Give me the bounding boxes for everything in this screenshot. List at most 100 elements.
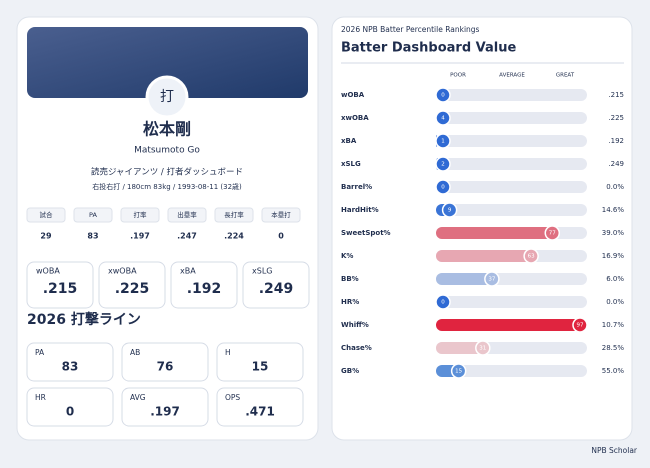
percentile-text: 1 xyxy=(441,139,445,145)
percentile-text: 9 xyxy=(448,208,452,214)
metric-label: Barrel% xyxy=(341,183,372,191)
percentile-text: 0 xyxy=(441,185,445,191)
metric-value: 55.0% xyxy=(602,367,625,375)
summary-value: .197 xyxy=(130,232,150,241)
track xyxy=(436,204,587,216)
percentile-text: 63 xyxy=(528,254,535,260)
track xyxy=(436,181,587,193)
stat-value: .225 xyxy=(115,281,150,297)
summary-value: .224 xyxy=(224,232,244,241)
percentile-dot xyxy=(435,87,451,103)
line-value: 15 xyxy=(252,360,269,374)
summary-header: 長打率 xyxy=(224,210,244,219)
metric-label: K% xyxy=(341,252,353,260)
percentile-dot xyxy=(475,340,491,356)
percentile-dot xyxy=(435,156,451,172)
line-label: OPS xyxy=(225,393,240,402)
percentile-text: 37 xyxy=(488,277,495,283)
summary-header-box xyxy=(167,207,207,223)
section-title: 2026 打撃ライン xyxy=(27,311,141,328)
line-box xyxy=(121,342,209,382)
stat-box xyxy=(98,261,166,309)
percentile-text: 97 xyxy=(577,323,584,329)
stat-value: .192 xyxy=(187,281,222,297)
line-label: PA xyxy=(35,348,45,357)
percentile-dot xyxy=(441,202,458,218)
percentile-dot xyxy=(450,363,467,379)
percentile-dot xyxy=(523,248,539,264)
stat-box xyxy=(26,261,94,309)
percentile-bar xyxy=(436,319,583,331)
line-label: AB xyxy=(130,348,140,357)
scale-label: AVERAGE xyxy=(499,73,525,79)
percentile-text: 77 xyxy=(549,231,556,237)
metric-value: 28.5% xyxy=(602,344,625,352)
line-value: .471 xyxy=(245,405,275,419)
metric-value: 16.9% xyxy=(602,252,625,260)
track xyxy=(436,158,587,170)
percentile-dot xyxy=(484,271,500,287)
metric-value: 0.0% xyxy=(606,298,624,306)
summary-header-box xyxy=(214,207,254,223)
stat-label: xSLG xyxy=(252,267,272,276)
line-value: 83 xyxy=(62,360,79,374)
metric-value: 39.0% xyxy=(602,229,625,237)
line-box xyxy=(216,342,304,382)
percentile-bar xyxy=(436,227,553,239)
footer: NPB Scholar xyxy=(591,446,638,455)
summary-value: 0 xyxy=(278,232,284,241)
track xyxy=(436,365,587,377)
metric-value: 6.0% xyxy=(606,275,624,283)
summary-header-box xyxy=(120,207,160,223)
track xyxy=(436,296,587,308)
summary-header-box xyxy=(73,207,113,223)
summary-value: 83 xyxy=(87,232,98,241)
metric-label: HardHit% xyxy=(341,206,379,214)
line-box xyxy=(216,387,304,427)
banner xyxy=(27,27,308,98)
metric-label: BB% xyxy=(341,275,359,283)
metric-value: .192 xyxy=(608,137,624,145)
metric-label: Whiff% xyxy=(341,321,369,329)
percentile-text: 2 xyxy=(441,162,445,168)
stat-label: wOBA xyxy=(36,267,60,276)
line-value: .197 xyxy=(150,405,180,419)
metric-label: xwOBA xyxy=(341,114,369,122)
metric-label: xBA xyxy=(341,137,357,145)
bio: 右投右打 / 180cm 83kg / 1993-08-11 (32歳) xyxy=(92,182,242,191)
team: 読売ジャイアンツ / 打者ダッシュボード xyxy=(91,167,243,178)
summary-header: 本塁打 xyxy=(271,210,291,219)
summary-value: 29 xyxy=(40,232,52,241)
stat-label: xwOBA xyxy=(108,267,137,276)
percentile-dot xyxy=(435,179,451,195)
stat-value: .249 xyxy=(259,281,294,297)
line-value: 0 xyxy=(66,405,74,419)
line-value: 76 xyxy=(157,360,174,374)
line-box xyxy=(26,342,114,382)
summary-header: 打率 xyxy=(134,210,148,219)
summary-header: 試合 xyxy=(40,210,54,219)
metric-label: Chase% xyxy=(341,344,372,352)
stat-label: xBA xyxy=(180,267,196,276)
percentile-text: 0 xyxy=(441,93,445,99)
player-name: 松本剛 xyxy=(143,120,191,139)
percentile-text: 31 xyxy=(479,346,486,352)
line-label: H xyxy=(225,348,231,357)
stat-box xyxy=(170,261,238,309)
summary-header-box xyxy=(26,207,66,223)
metric-value: 14.6% xyxy=(602,206,625,214)
percentile-dot xyxy=(544,225,561,241)
summary-header: PA xyxy=(89,211,98,219)
line-box xyxy=(121,387,209,427)
profile-card xyxy=(16,16,319,441)
line-box xyxy=(26,387,114,427)
stat-value: .215 xyxy=(43,281,78,297)
line-label: AVG xyxy=(130,393,146,402)
percentile-text: 15 xyxy=(455,369,462,375)
metric-value: 0.0% xyxy=(606,183,624,191)
percentile-dot xyxy=(435,294,451,310)
summary-header: 出塁率 xyxy=(177,210,197,219)
rankings-subtitle: 2026 NPB Batter Percentile Rankings xyxy=(341,25,480,34)
scale-label: POOR xyxy=(450,73,466,79)
